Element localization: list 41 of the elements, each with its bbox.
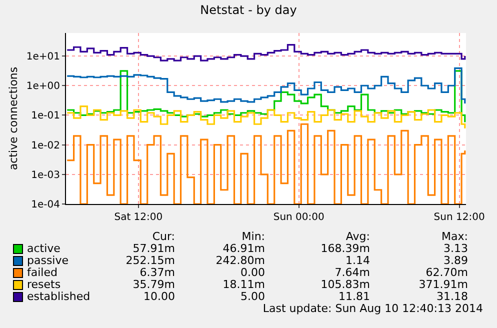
text: 31.18	[436, 290, 468, 303]
text: 35.79m	[132, 278, 175, 291]
y-axis-title: active connections	[7, 66, 20, 170]
text: Avg:	[346, 230, 370, 243]
legend-label: failed	[27, 266, 58, 279]
legend-label: active	[27, 242, 60, 255]
legend-label: established	[27, 290, 90, 303]
text: 57.91m	[132, 242, 175, 255]
x-tick-label: Sun 12:00	[434, 212, 485, 223]
text: 11.81	[338, 290, 370, 303]
text: 5.00	[240, 290, 265, 303]
y-tick-label: 1e-04	[31, 200, 60, 210]
text: 252.15m	[126, 254, 175, 267]
text: 0.00	[240, 266, 265, 279]
chart-title: Netstat - by day	[200, 2, 297, 17]
text: 1.14	[346, 254, 370, 267]
x-tick-label: Sat 12:00	[114, 212, 163, 223]
text: 3.89	[444, 254, 468, 267]
text: 242.80m	[216, 254, 265, 267]
text: 46.91m	[222, 242, 265, 255]
y-tick-label: 1e-02	[31, 140, 60, 152]
text: 371.91m	[418, 278, 468, 291]
text: 18.11m	[222, 278, 265, 291]
y-tick-label: 1e-01	[31, 110, 60, 122]
legend-label: resets	[27, 278, 61, 291]
text: Max:	[442, 230, 468, 243]
x-tick-label: Sun 00:00	[273, 212, 324, 223]
y-tick-label: 1e-03	[31, 170, 60, 181]
text: 168.39m	[320, 242, 370, 255]
text: Min:	[242, 230, 265, 243]
text: 10.00	[144, 290, 175, 303]
text: Cur:	[152, 230, 175, 243]
text: 105.83m	[320, 278, 370, 291]
text: Last update: Sun Aug 10 12:40:13 2014	[262, 302, 483, 315]
text: 6.37m	[140, 266, 175, 279]
legend-label: passive	[27, 254, 69, 267]
text: 62.70m	[426, 266, 468, 279]
text: 7.64m	[334, 266, 370, 279]
y-tick-label: 1e+01	[26, 52, 60, 63]
y-tick-label: 1e+00	[26, 81, 60, 92]
text: 3.13	[444, 242, 468, 255]
